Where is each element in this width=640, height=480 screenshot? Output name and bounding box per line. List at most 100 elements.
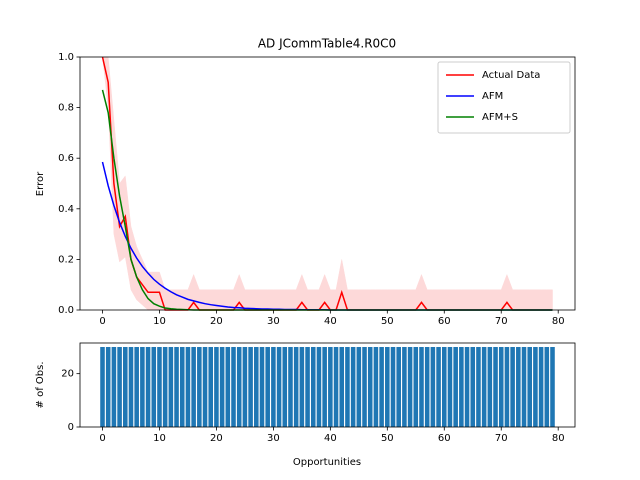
x-tick-label: 30 [267, 316, 280, 327]
bar [413, 347, 419, 427]
legend-label: AFM [482, 91, 503, 102]
bar [305, 347, 310, 427]
bar [123, 347, 128, 427]
bar [367, 347, 373, 427]
x-tick-label: 60 [438, 433, 451, 444]
bar [396, 347, 401, 427]
bar [362, 347, 367, 427]
legend-box [437, 61, 571, 134]
x-tick-label: 10 [153, 316, 166, 327]
bar [231, 347, 236, 427]
bar [242, 347, 248, 427]
bar [236, 347, 242, 427]
bar [134, 347, 139, 427]
bar [248, 347, 253, 427]
bar [140, 347, 145, 427]
legend-label: Actual Data [482, 70, 540, 81]
bar [430, 347, 436, 427]
bar [481, 347, 487, 427]
bar [333, 347, 339, 427]
x-tick-label: 40 [324, 433, 337, 444]
chart-title: AD JCommTable4.R0C0 [258, 37, 396, 51]
bar [111, 347, 117, 427]
bar [265, 347, 270, 427]
bar [459, 347, 464, 427]
bar [151, 347, 157, 427]
bar [128, 347, 134, 427]
x-tick-label: 50 [381, 316, 394, 327]
bar [168, 347, 174, 427]
bar [407, 347, 413, 427]
x-tick-label: 80 [552, 433, 565, 444]
bar [493, 347, 498, 427]
x-tick-label: 70 [495, 316, 508, 327]
x-tick-label: 20 [210, 433, 223, 444]
legend: Actual Data AFM AFM+S [437, 61, 571, 134]
y-tick-label: 20 [61, 369, 74, 380]
y-tick-label: 0.4 [58, 204, 74, 215]
bar [202, 347, 208, 427]
y-tick-label: 1.0 [58, 52, 74, 63]
bar [105, 347, 111, 427]
bar [419, 347, 424, 427]
bar [487, 347, 493, 427]
bar [385, 347, 390, 427]
bar [402, 347, 407, 427]
bar [208, 347, 214, 427]
bar [293, 347, 299, 427]
bar [424, 347, 430, 427]
bar [214, 347, 219, 427]
y-tick-label: 0.2 [58, 254, 74, 265]
bar [185, 347, 191, 427]
bar [174, 347, 179, 427]
bar [436, 347, 441, 427]
bar [504, 347, 510, 427]
bar [299, 347, 305, 427]
x-tick-label: 50 [381, 433, 394, 444]
bar [145, 347, 151, 427]
legend-label: AFM+S [482, 112, 518, 123]
y-tick-label: 0 [68, 422, 74, 433]
bar [100, 347, 105, 427]
y-tick-label: 0.6 [58, 153, 74, 164]
bar [516, 347, 521, 427]
bar [219, 347, 225, 427]
bar [356, 347, 362, 427]
bar [316, 347, 322, 427]
x-tick-label: 20 [210, 316, 223, 327]
bar [521, 347, 527, 427]
x-tick-label: 40 [324, 316, 337, 327]
bar [345, 347, 350, 427]
axes-frame [79, 342, 576, 428]
bar [259, 347, 265, 427]
x-axis-title: Opportunities [293, 457, 361, 468]
bar [441, 347, 447, 427]
bar [197, 347, 202, 427]
x-tick-label: 60 [438, 316, 451, 327]
bar [464, 347, 470, 427]
x-tick-label: 0 [99, 316, 105, 327]
bar [271, 347, 276, 427]
bar [498, 347, 504, 427]
bar [550, 347, 555, 427]
y-tick-label: 0.0 [58, 305, 74, 316]
bar [350, 347, 356, 427]
bar [373, 347, 379, 427]
bar [282, 347, 288, 427]
bar [447, 347, 453, 427]
x-tick-label: 70 [495, 433, 508, 444]
bar [533, 347, 538, 427]
bar [544, 347, 550, 427]
bar [310, 347, 316, 427]
x-tick-label: 80 [552, 316, 565, 327]
bar [453, 347, 458, 427]
y-axis-title: # of Obs. [35, 362, 46, 409]
bar [225, 347, 231, 427]
bar [191, 347, 196, 427]
bar [527, 347, 532, 427]
bar [339, 347, 345, 427]
axes-frame [79, 56, 576, 311]
bar [117, 347, 122, 427]
bar [322, 347, 327, 427]
bar [276, 347, 282, 427]
